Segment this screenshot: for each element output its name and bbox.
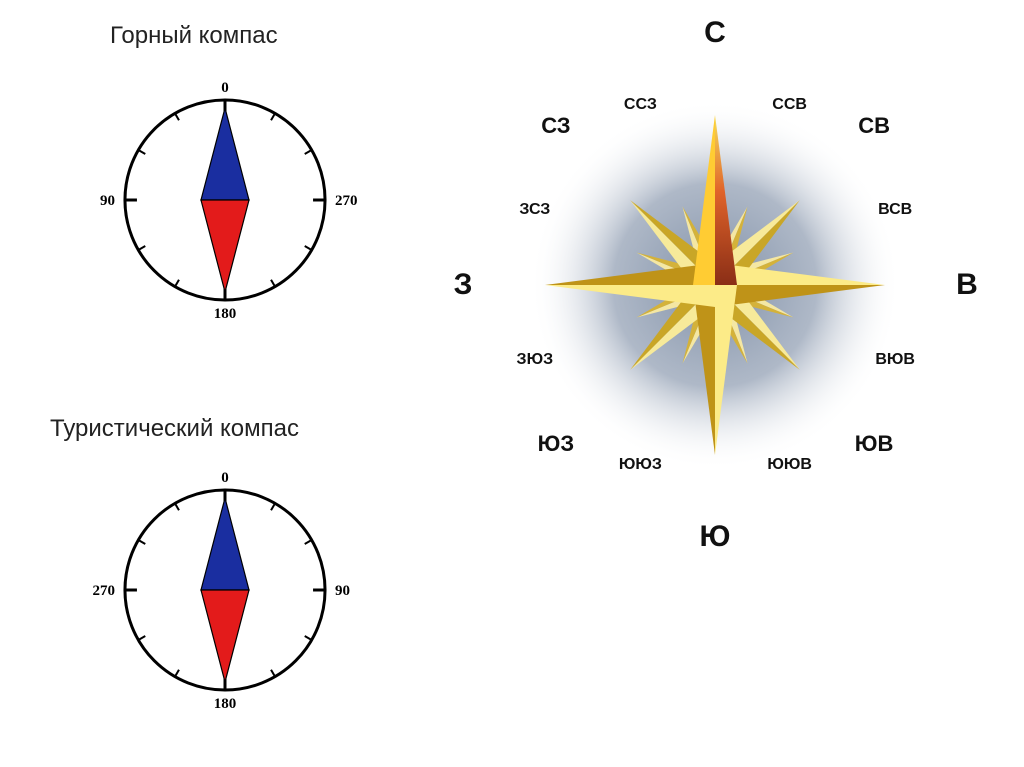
rose-label-З: З bbox=[454, 268, 473, 302]
svg-text:180: 180 bbox=[214, 306, 237, 322]
svg-text:270: 270 bbox=[92, 583, 115, 599]
svg-text:0: 0 bbox=[221, 80, 229, 96]
rose-label-ЮЮЗ: ЮЮЗ bbox=[619, 456, 662, 474]
rose-label-ВЮВ: ВЮВ bbox=[875, 351, 915, 369]
mountain-compass-title: Горный компас bbox=[110, 22, 278, 50]
rose-label-СВ: СВ bbox=[858, 113, 890, 139]
svg-text:90: 90 bbox=[335, 583, 350, 599]
rose-label-ЮЮВ: ЮЮВ bbox=[767, 456, 812, 474]
rose-label-ССВ: ССВ bbox=[772, 96, 807, 114]
rose-label-ЗЮЗ: ЗЮЗ bbox=[517, 351, 554, 369]
rose-label-ССЗ: ССЗ bbox=[624, 96, 657, 114]
rose-label-СЗ: СЗ bbox=[541, 113, 570, 139]
rose-label-ВСВ: ВСВ bbox=[878, 201, 912, 219]
rose-label-ЮВ: ЮВ bbox=[855, 431, 894, 457]
rose-label-Ю: Ю bbox=[700, 520, 731, 554]
wind-rose-graphic bbox=[455, 25, 975, 545]
rose-label-С: С bbox=[704, 16, 726, 50]
rose-label-В: В bbox=[956, 268, 978, 302]
tourist-compass: 0 180 270 90 bbox=[80, 445, 370, 735]
rose-label-ЮЗ: ЮЗ bbox=[538, 431, 574, 457]
svg-text:270: 270 bbox=[335, 193, 358, 209]
svg-text:90: 90 bbox=[100, 193, 115, 209]
rose-label-ЗСЗ: ЗСЗ bbox=[519, 201, 550, 219]
tourist-compass-title: Туристический компас bbox=[50, 415, 299, 443]
svg-text:0: 0 bbox=[221, 470, 229, 486]
svg-text:180: 180 bbox=[214, 696, 237, 712]
wind-rose: СССВСВВСВВВЮВЮВЮЮВЮЮЮЗЮЗЗЮЗЗЗСЗСЗССЗ bbox=[455, 25, 975, 545]
mountain-compass: 0 180 90 270 bbox=[80, 55, 370, 345]
